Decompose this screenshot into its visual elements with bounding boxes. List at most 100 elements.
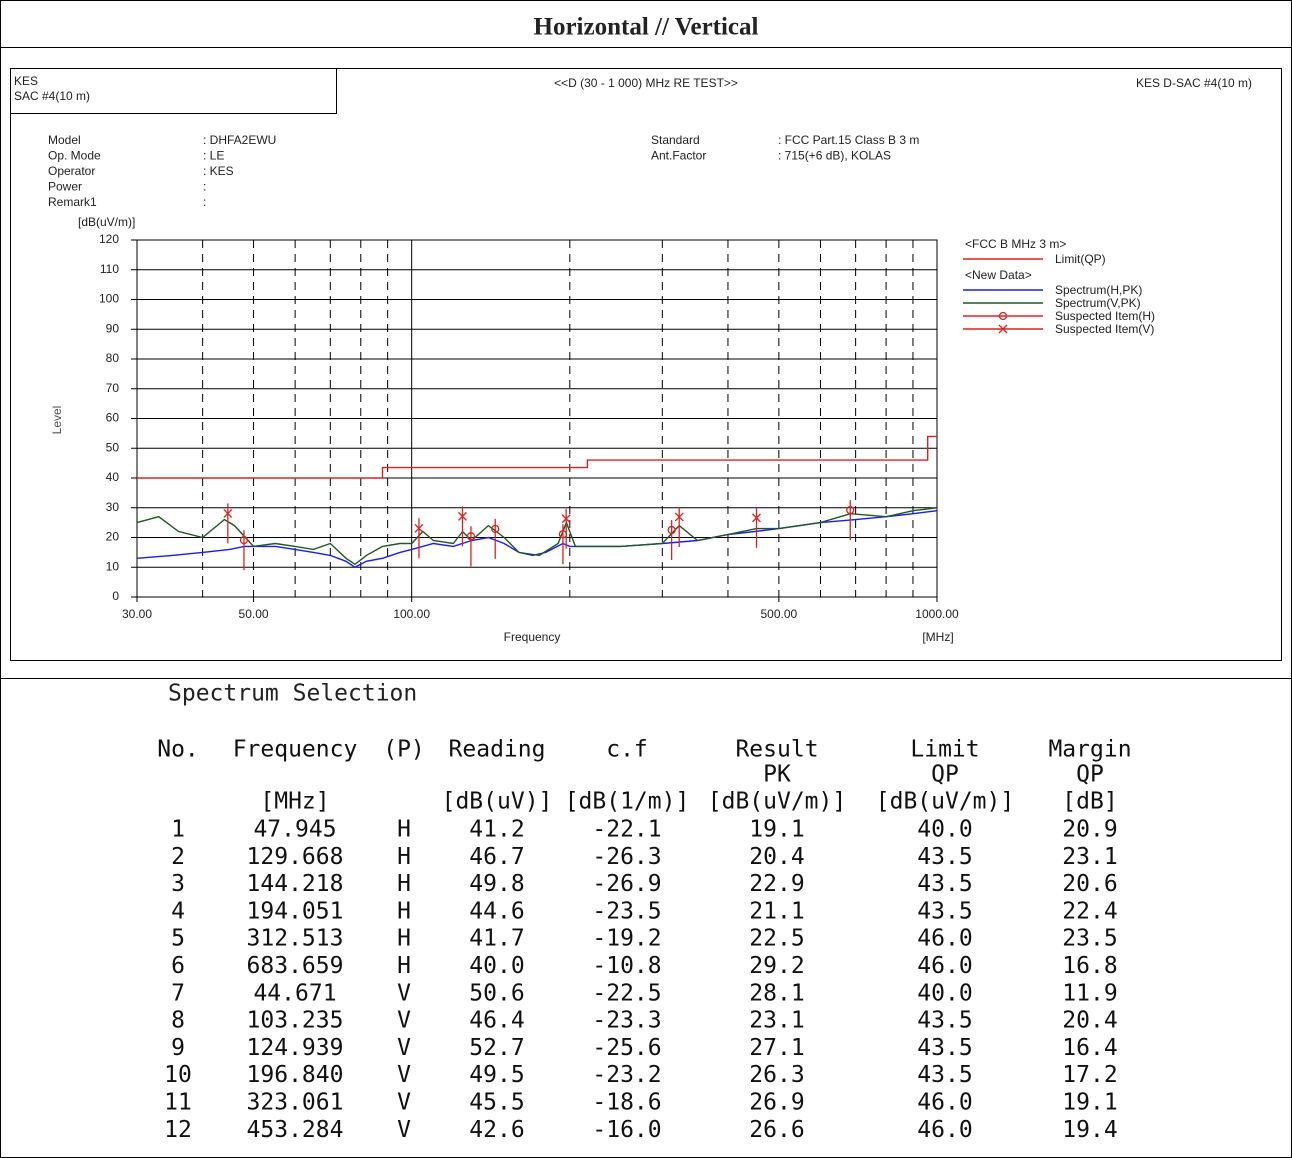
legend-group: <New Data> (965, 268, 1032, 282)
table-cell: 4 (171, 898, 185, 924)
table-cell: 46.4 (469, 1008, 524, 1034)
y-tick-label: 10 (106, 559, 120, 573)
column-header: c.f (606, 737, 648, 763)
table-cell: -16.0 (592, 1117, 661, 1143)
x-tick-label: 50.00 (239, 607, 269, 621)
legend-group: <FCC B MHz 3 m> (965, 237, 1066, 251)
table-cell: 50.6 (469, 980, 524, 1006)
marker-x (674, 512, 684, 522)
table-cell: -19.2 (592, 926, 661, 952)
table-cell: 9 (171, 1035, 185, 1061)
table-cell: H (397, 926, 411, 952)
table-cell: 144.218 (247, 871, 344, 897)
table-cell: 129.668 (247, 844, 344, 870)
table-cell: 6 (171, 953, 185, 979)
table-cell: 312.513 (247, 926, 344, 952)
info-label: Op. Mode (48, 149, 101, 163)
column-header: Margin (1048, 737, 1131, 763)
info-label: Standard (651, 133, 700, 147)
table-cell: 43.5 (917, 871, 972, 897)
table-cell: 17.2 (1062, 1062, 1117, 1088)
table-cell: V (397, 1090, 411, 1116)
y-tick-label: 40 (106, 470, 120, 484)
y-tick-label: 110 (100, 262, 119, 276)
lab-name: KES (14, 74, 38, 88)
table-cell: V (397, 1035, 411, 1061)
column-header: (P) (383, 737, 425, 763)
table-cell: 41.7 (469, 926, 524, 952)
column-header: Limit (910, 737, 979, 763)
table-cell: 46.0 (917, 953, 972, 979)
table-cell: -18.6 (592, 1090, 661, 1116)
info-label: Operator (48, 164, 95, 178)
table-cell: 196.840 (247, 1062, 344, 1088)
table-cell: 19.4 (1062, 1117, 1117, 1143)
marker-x (561, 514, 571, 524)
column-unit: [dB] (1062, 789, 1117, 815)
table-cell: 26.9 (749, 1090, 804, 1116)
x-tick-label: 100.00 (393, 607, 430, 621)
table-cell: 28.1 (749, 980, 804, 1006)
table-cell: 19.1 (1062, 1090, 1117, 1116)
table-cell: 124.939 (247, 1035, 344, 1061)
marker-circle (846, 505, 855, 515)
y-tick-label: 20 (106, 530, 120, 544)
y-tick-label: 90 (106, 321, 120, 335)
marker-x (458, 511, 467, 521)
legend-label: Suspected Item(V) (1055, 322, 1154, 336)
marker-circle (998, 311, 1008, 321)
table-cell: 20.4 (749, 844, 804, 870)
x-tick-label: 1000.00 (915, 607, 959, 621)
report-frame (10, 68, 1282, 661)
x-axis-label: Frequency (504, 630, 561, 644)
column-header: Result (735, 737, 818, 763)
table-cell: 20.9 (1062, 817, 1117, 843)
table-cell: 46.0 (917, 926, 972, 952)
column-unit: [dB(uV/m)] (708, 789, 846, 815)
table-cell: 453.284 (247, 1117, 344, 1143)
table-cell: 683.659 (247, 953, 344, 979)
marker-x (752, 513, 761, 523)
marker-circle (466, 532, 476, 541)
table-cell: 44.671 (253, 980, 336, 1006)
table-cell: V (397, 980, 411, 1006)
marker-circle (667, 525, 676, 535)
table-cell: 3 (171, 871, 185, 897)
y-tick-label: 70 (106, 381, 120, 395)
table-cell: 40.0 (917, 980, 972, 1006)
lab-site: SAC #4(10 m) (14, 89, 90, 103)
table-cell: 26.3 (749, 1062, 804, 1088)
info-label: Model (48, 133, 81, 147)
y-tick-label: 0 (112, 589, 119, 603)
x-tick-label: 30.00 (122, 607, 152, 621)
marker-x (998, 324, 1008, 334)
table-cell: V (397, 1062, 411, 1088)
table-cell: 19.1 (749, 817, 804, 843)
column-detector: PK (763, 762, 791, 788)
marker-circle (239, 536, 249, 545)
legend-label: Spectrum(H,PK) (1055, 283, 1142, 297)
table-cell: 1 (171, 817, 185, 843)
table-cell: -22.5 (592, 980, 661, 1006)
legend-label: Suspected Item(H) (1055, 309, 1155, 323)
table-cell: -10.8 (592, 953, 661, 979)
info-value: : (203, 180, 206, 194)
table-title: Spectrum Selection (168, 681, 417, 707)
column-unit: [dB(uV)] (442, 789, 553, 815)
info-value: : (203, 195, 206, 209)
table-cell: 27.1 (749, 1035, 804, 1061)
table-cell: 23.5 (1062, 926, 1117, 952)
table-cell: 23.1 (749, 1008, 804, 1034)
table-cell: 43.5 (917, 1035, 972, 1061)
info-label: Power (48, 180, 82, 194)
table-cell: 22.4 (1062, 898, 1117, 924)
legend-label: Spectrum(V,PK) (1055, 296, 1141, 310)
x-tick-label: 500.00 (761, 607, 798, 621)
table-cell: 26.6 (749, 1117, 804, 1143)
column-detector: QP (931, 762, 959, 788)
table-cell: 52.7 (469, 1035, 524, 1061)
lab-box (10, 68, 337, 114)
table-cell: 40.0 (917, 817, 972, 843)
site-name: KES D-SAC #4(10 m) (1136, 76, 1252, 90)
test-title: <<D (30 - 1 000) MHz RE TEST>> (554, 76, 738, 90)
